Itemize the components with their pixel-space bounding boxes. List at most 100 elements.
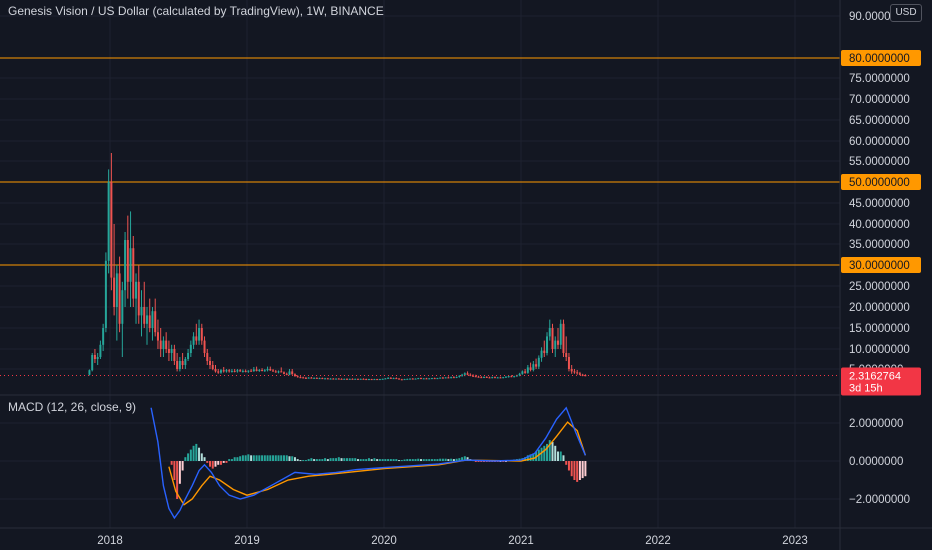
macd-histogram-bar [384, 459, 387, 461]
candle-body [93, 355, 96, 359]
candle-body [461, 374, 464, 376]
macd-histogram-bar [340, 458, 343, 461]
candle-body [222, 370, 225, 372]
candle-body [389, 377, 392, 379]
macd-histogram-bar [548, 440, 551, 461]
candle-body [296, 376, 299, 378]
macd-histogram-bar [233, 457, 236, 461]
macd-histogram-bar [499, 461, 502, 462]
macd-histogram-bar [359, 459, 362, 461]
candle-body [219, 370, 222, 373]
macd-histogram-bar [277, 455, 280, 461]
candle-body [578, 373, 581, 375]
macd-histogram-bar [546, 443, 549, 461]
macd-histogram-bar [406, 459, 409, 461]
candle-body [241, 370, 244, 372]
candle-body [156, 332, 159, 341]
candle-body [151, 311, 154, 328]
macd-lines [150, 406, 587, 520]
macd-histogram-bar [258, 455, 261, 461]
candle-body [195, 336, 198, 341]
macd-histogram-bar [214, 461, 217, 467]
candle-body [436, 378, 439, 380]
macd-histogram-bar [346, 458, 349, 461]
macd-histogram-bar [551, 442, 554, 461]
time-axis[interactable]: 2018 2019 2020 2021 2022 2023 [97, 535, 808, 547]
macd-histogram-bar [252, 455, 255, 461]
price-tick-label: 60.0000000 [849, 136, 910, 148]
macd-histogram-bar [195, 443, 198, 461]
candle-body [524, 371, 527, 373]
macd-histogram-bar [192, 445, 195, 461]
currency-button[interactable]: USD [890, 4, 922, 22]
candle-body [452, 377, 455, 379]
candle-body [318, 378, 321, 380]
macd-histogram-bar [559, 451, 562, 461]
candle-body [184, 359, 187, 365]
candle-body [170, 349, 173, 353]
macd-histogram-bar [578, 461, 581, 480]
candle-body [392, 378, 395, 380]
candle-body [477, 376, 480, 378]
candle-body [239, 370, 242, 372]
candle-body [261, 369, 264, 371]
candle-body [370, 379, 373, 381]
macd-histogram-bar [392, 459, 395, 461]
time-tick-label: 2023 [782, 535, 808, 547]
last-price-label-bg [841, 367, 921, 396]
macd-histogram-bar [261, 455, 264, 461]
macd-histogram-bar [532, 453, 535, 461]
candle-body [463, 373, 466, 375]
candle-body [244, 370, 247, 372]
candle-body [570, 369, 573, 372]
macd-histogram-bar [425, 459, 428, 461]
candle-body [441, 377, 444, 379]
macd-histogram-bar [354, 458, 357, 461]
chart-title: Genesis Vision / US Dollar (calculated b… [8, 4, 384, 18]
candle-body [367, 379, 370, 381]
macd-tick-label: 2.0000000 [849, 418, 903, 430]
candle-body [115, 273, 118, 307]
candle-body [332, 378, 335, 380]
candle-body [255, 369, 258, 371]
candle-body [162, 340, 165, 349]
candle-body [351, 378, 354, 380]
macd-histogram-bar [304, 460, 307, 462]
macd-histogram-bar [255, 455, 258, 461]
macd-histogram-bar [576, 461, 579, 482]
candle-body [474, 376, 477, 378]
horizontal-line-label-bg [841, 257, 921, 273]
macd-histogram-bar [313, 459, 316, 461]
macd-histogram-bar [414, 459, 417, 461]
candle-body [124, 240, 127, 291]
macd-histogram-bar [428, 459, 431, 461]
macd-histogram-bar [573, 461, 576, 480]
macd-histogram-bar [351, 458, 354, 461]
candle-body [398, 378, 401, 380]
candle-body [154, 311, 157, 333]
macd-histogram-bar [296, 459, 299, 461]
macd-histogram-bar [225, 461, 228, 463]
macd-histogram-bar [554, 445, 557, 461]
macd-histogram-bar [228, 459, 231, 461]
macd-histogram-bar [274, 455, 277, 461]
macd-histogram-bar [567, 461, 570, 471]
macd-histogram-bar [403, 459, 406, 461]
candle-body [348, 378, 351, 380]
horizontal-lines [0, 57, 840, 266]
macd-histogram-bar [450, 458, 453, 461]
candle-body [543, 350, 546, 353]
candle-body [488, 377, 491, 379]
candle-body [417, 378, 420, 380]
candle-body [433, 378, 436, 380]
candle-body [493, 377, 496, 379]
macd-histogram-bar [419, 459, 422, 461]
candle-body [502, 377, 505, 379]
macd-axis[interactable]: 2.0000000 0.0000000 −2.0000000 [849, 418, 910, 506]
macd-histogram-bar [367, 458, 370, 461]
candle-body [546, 336, 549, 353]
candle-body [313, 377, 316, 379]
candle-body [148, 315, 151, 328]
candle-body [96, 357, 99, 359]
